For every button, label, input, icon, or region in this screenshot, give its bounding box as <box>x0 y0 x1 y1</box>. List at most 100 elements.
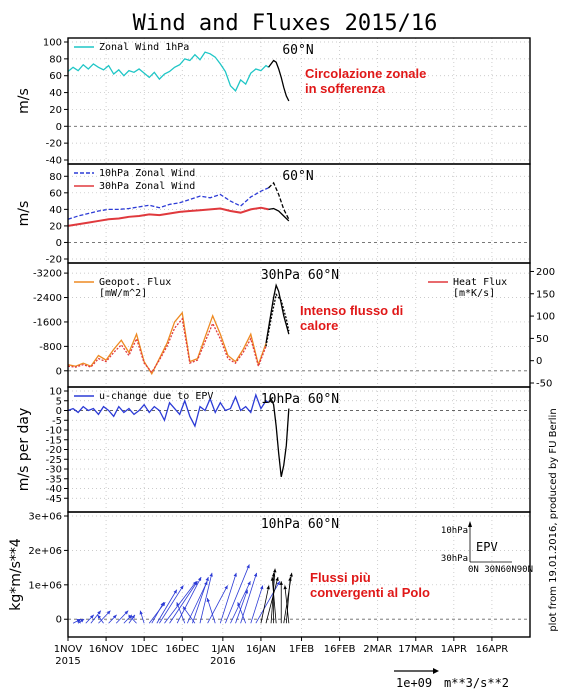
epv-inset-ylabel: 30hPa <box>441 554 468 564</box>
y-tick-label: -3200 <box>33 269 62 280</box>
quiver-arrowhead <box>205 577 209 582</box>
x-year-label: 2015 <box>55 656 80 667</box>
panel-1: 100 80 60 40 20 0 -20 -40 Zonal Wind 1hPa m/s 60°N… <box>16 37 531 167</box>
x-tick-label: 16APR <box>476 644 509 655</box>
panel-annotation: Intenso flusso di <box>300 303 403 318</box>
y-tick-label: -20 <box>46 255 62 266</box>
quiver-arrowhead <box>76 619 81 623</box>
legend-label-units: [mW/m^2] <box>99 288 147 299</box>
quiver-arrow <box>176 602 186 624</box>
legend-label-units: [m*K/s] <box>453 288 495 299</box>
series-line <box>268 181 290 220</box>
y-tick-label: 60 <box>49 188 62 199</box>
y-tick-label: -5 <box>52 416 62 427</box>
quiver-arrow <box>283 572 293 624</box>
y2-tick-label: 150 <box>536 289 555 300</box>
x-tick-label: 16NOV <box>89 644 124 655</box>
quiver-arrow <box>225 564 250 624</box>
quiver-arrow <box>271 577 277 624</box>
epv-inset: 10hPa 30hPa EPV 0N 30N60N90N <box>441 521 533 575</box>
y-axis-label: m/s <box>16 88 32 114</box>
quiver-arrow <box>285 577 291 624</box>
quiver-arrow <box>255 581 281 624</box>
x-tick-label: 1NOV <box>54 644 83 655</box>
y2-tick-label: 200 <box>536 267 555 278</box>
x-tick-label: 16FEB <box>324 644 356 655</box>
y-tick-label: -25 <box>46 455 62 466</box>
panel-2: 80 60 40 20 0 -20 10hPa Zonal Wind 30hPa Zonal … <box>16 163 531 266</box>
y-tick-label: 20 <box>49 221 62 232</box>
series-line <box>67 392 269 428</box>
quiver-arrow <box>265 576 279 624</box>
quiver-arrowhead <box>247 581 251 586</box>
quiver-arrow <box>219 572 237 624</box>
y-tick-label: 3e+06 <box>28 512 62 523</box>
quiver-arrow <box>250 585 264 624</box>
y2-tick-label: 0 <box>536 356 542 367</box>
quiver-arrowhead <box>224 585 228 590</box>
quiver-arrowhead <box>289 572 293 577</box>
y-tick-label: 5 <box>56 396 62 407</box>
quiver-arrowhead <box>209 572 213 577</box>
panel-annotation: Circolazione zonale <box>305 66 426 81</box>
series-line <box>67 317 267 374</box>
y-tick-label: -35 <box>46 474 62 485</box>
quiver-arrowhead <box>97 614 102 619</box>
quiver-arrowhead <box>112 614 117 619</box>
quiver-arrowhead <box>288 577 292 581</box>
x-axis: 1NOV 16NOV 1DEC 16DEC 1JAN 16JAN 1FEB 16FEB 2MAR… <box>54 637 508 667</box>
x-tick-label: 1JAN <box>211 644 234 655</box>
legend-label: Zonal Wind 1hPa <box>99 42 189 53</box>
y-tick-label: 0 <box>56 406 62 417</box>
quiver-arrowhead <box>176 602 180 607</box>
quiver-arrow <box>237 602 247 624</box>
quiver-arrowhead <box>276 581 280 586</box>
quiver-arrow <box>159 585 184 624</box>
quiver-arrowhead <box>179 585 184 590</box>
y-tick-label: 0 <box>56 366 62 377</box>
y-axis-label: kg*m/s**4 <box>8 538 24 611</box>
credit-text: plot from 19.01.2016, produced by FU Ber… <box>548 408 559 631</box>
quiver-arrowhead <box>273 568 277 573</box>
quiver-arrow <box>148 601 166 624</box>
quiver-arrowhead <box>160 602 164 607</box>
quiver-arrowhead <box>128 614 133 619</box>
y-tick-label: -45 <box>46 494 62 505</box>
y-tick-label: 1e+06 <box>28 580 62 591</box>
y-tick-label: -40 <box>46 156 62 167</box>
y-axis-label: m/s per day <box>16 408 32 492</box>
quiver-arrowhead <box>131 614 135 619</box>
y-tick-label: 80 <box>49 172 62 183</box>
y2-tick-label: 50 <box>536 334 549 345</box>
quiver-arrow <box>164 580 197 624</box>
scale-arrow-label2: m**3/s**2 <box>444 676 509 690</box>
panel-frame <box>67 511 531 638</box>
series-line <box>268 207 290 222</box>
y-tick-label: -15 <box>46 435 62 446</box>
scale-arrow-head <box>433 668 439 674</box>
panel-annotation: in sofferenza <box>305 81 386 96</box>
y-tick-label: 2e+06 <box>28 546 62 557</box>
x-tick-label: 16JAN <box>246 644 276 655</box>
x-tick-label: 1DEC <box>130 644 157 655</box>
series-line <box>67 206 269 227</box>
y-tick-label: 60 <box>49 71 62 82</box>
chart-title: Wind and Fluxes 2015/16 <box>133 11 438 36</box>
y-tick-label: 80 <box>49 54 62 65</box>
y-tick-label: 10 <box>49 387 62 398</box>
x-year-label: 2016 <box>210 656 235 667</box>
panel-5: 3e+06 2e+06 1e+06 0 10hPa 30hPa EPV 0N 30N60N90… <box>8 511 533 638</box>
y-tick-label: -2400 <box>33 293 62 304</box>
y-tick-label: -40 <box>46 484 62 495</box>
y2-tick-label: 100 <box>536 312 555 323</box>
quiver-arrow <box>169 581 198 624</box>
y-tick-label: 0 <box>56 122 62 133</box>
y-tick-label: -1600 <box>33 317 62 328</box>
panel-level-label: 60°N <box>282 43 313 58</box>
quiver-arrow <box>235 589 248 624</box>
quiver-arrow <box>240 572 257 624</box>
panel-annotation: convergenti al Polo <box>310 585 430 600</box>
